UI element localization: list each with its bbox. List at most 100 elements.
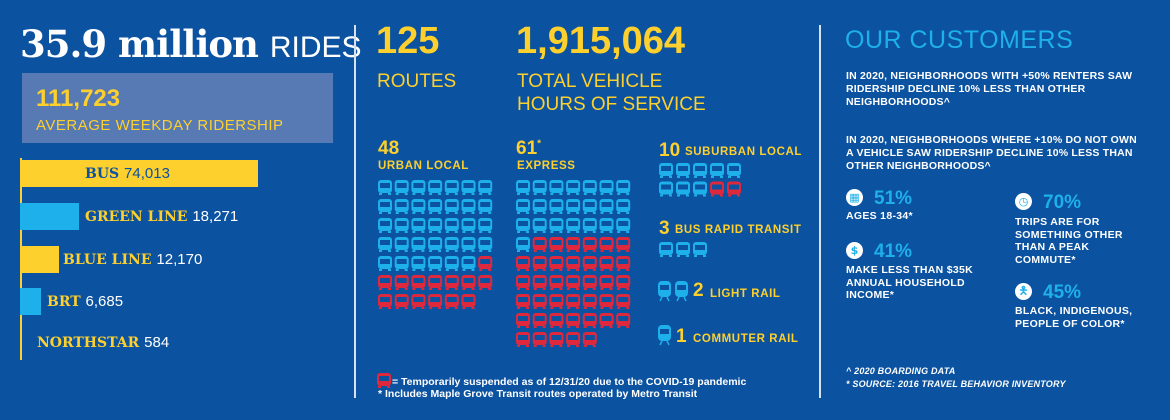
suspended-bus-icon bbox=[532, 313, 547, 328]
bus-icon bbox=[727, 163, 741, 178]
suspended-bus-icon bbox=[616, 256, 631, 271]
bus-icon bbox=[461, 180, 476, 195]
bar-label: BUS 74,013 bbox=[85, 165, 170, 182]
bus-icon bbox=[616, 199, 631, 214]
suspended-bus-icon bbox=[532, 256, 547, 271]
bar-mode-name: BRT bbox=[47, 294, 86, 310]
bus-icon bbox=[566, 180, 581, 195]
suspended-bus-icon bbox=[549, 256, 564, 271]
suburban-local-label: SUBURBAN LOCAL bbox=[685, 146, 803, 158]
bus-icon bbox=[461, 237, 476, 252]
bus-icon bbox=[444, 256, 459, 271]
source-note: * SOURCE: 2016 TRAVEL BEHAVIOR INVENTORY bbox=[846, 379, 1066, 389]
suspended-bus-icon bbox=[394, 294, 409, 309]
suspended-bus-icon bbox=[478, 275, 493, 290]
suspended-bus-icon bbox=[516, 294, 530, 309]
clock-icon: ◷ bbox=[1015, 193, 1032, 210]
bar-mode-name: NORTHSTAR bbox=[37, 335, 145, 351]
suspended-bus-icon bbox=[582, 332, 597, 347]
bus-icon bbox=[394, 256, 409, 271]
income-stat-pct: 41% bbox=[874, 241, 913, 262]
suspended-bus-icon bbox=[516, 275, 530, 290]
bus-icon bbox=[659, 181, 673, 197]
bus-icon bbox=[693, 181, 707, 197]
suspended-bus-icon bbox=[377, 373, 391, 388]
bus-icon bbox=[411, 256, 426, 271]
suspended-bus-icon bbox=[566, 313, 581, 328]
express-count: 61 bbox=[516, 138, 538, 159]
bar-label: GREEN LINE 18,271 bbox=[85, 208, 238, 225]
suspended-bus-icon bbox=[428, 294, 443, 309]
bus-icon bbox=[676, 181, 690, 197]
service-hours-value: 1,915,064 bbox=[516, 20, 686, 62]
suspended-bus-icon bbox=[599, 256, 614, 271]
bus-icon bbox=[710, 163, 724, 178]
total-rides-headline: 35.9 million RIDES bbox=[20, 22, 362, 66]
service-hours-label: TOTAL VEHICLE bbox=[517, 71, 663, 92]
routes-value: 125 bbox=[376, 20, 440, 62]
bus-icon bbox=[428, 256, 443, 271]
commuter-rail-count: 1 bbox=[676, 326, 687, 347]
bus-icon bbox=[394, 237, 409, 252]
suspended-bus-icon bbox=[616, 313, 631, 328]
divider-left bbox=[354, 25, 356, 398]
suspended-bus-icon bbox=[616, 294, 631, 309]
bus-icon bbox=[532, 199, 547, 214]
bus-icon bbox=[428, 199, 443, 214]
bus-icon bbox=[428, 180, 443, 195]
bus-icon bbox=[394, 199, 409, 214]
routes-label: ROUTES bbox=[377, 71, 457, 92]
express-asterisk: * bbox=[537, 138, 542, 150]
bar-label: BRT 6,685 bbox=[47, 293, 123, 310]
bus-icon bbox=[549, 218, 564, 233]
bus-icon bbox=[516, 237, 530, 252]
bus-icon bbox=[582, 199, 597, 214]
customers-renters-text: IN 2020, NEIGHBORHOODS WITH +50% RENTERS… bbox=[846, 70, 1133, 108]
bus-icon bbox=[659, 242, 673, 257]
bus-icon bbox=[532, 180, 547, 195]
bus-icon bbox=[659, 163, 673, 178]
bus-icon bbox=[378, 237, 392, 252]
service-hours-label-2: HOURS OF SERVICE bbox=[517, 94, 706, 115]
boarding-data-note: ^ 2020 BOARDING DATA bbox=[846, 366, 956, 376]
bus-icon bbox=[616, 218, 631, 233]
suspended-bus-icon bbox=[599, 237, 614, 252]
bus-icon bbox=[394, 218, 409, 233]
bar-blue-line bbox=[20, 246, 60, 273]
bus-icon bbox=[461, 218, 476, 233]
bus-icon bbox=[478, 199, 493, 214]
bus-icon bbox=[411, 218, 426, 233]
suspended-bus-icon bbox=[566, 294, 581, 309]
bus-icon bbox=[693, 242, 707, 257]
bipoc-stat-pct: 45% bbox=[1043, 282, 1082, 303]
suspended-bus-icon bbox=[599, 294, 614, 309]
bar-bus bbox=[20, 160, 258, 187]
bus-icon bbox=[549, 199, 564, 214]
bus-icon bbox=[676, 163, 690, 178]
bus-icon bbox=[582, 180, 597, 195]
suspended-bus-icon bbox=[516, 256, 530, 271]
suspended-bus-icon bbox=[411, 294, 426, 309]
suspended-bus-icon bbox=[616, 275, 631, 290]
suspended-bus-icon bbox=[582, 313, 597, 328]
weekday-ridership-label: AVERAGE WEEKDAY RIDERSHIP bbox=[36, 117, 284, 134]
suspended-bus-icon bbox=[549, 313, 564, 328]
bus-icon bbox=[428, 237, 443, 252]
bus-icon bbox=[599, 199, 614, 214]
total-rides-unit: RIDES bbox=[269, 31, 362, 64]
bus-icon bbox=[566, 199, 581, 214]
suspended-bus-icon bbox=[582, 294, 597, 309]
bar-value: 584 bbox=[144, 334, 170, 351]
light-rail-icon bbox=[658, 281, 671, 302]
bus-icon bbox=[378, 180, 392, 195]
bar-mode-name: GREEN LINE bbox=[85, 209, 193, 225]
bar-mode-name: BUS bbox=[85, 166, 125, 182]
suspended-bus-icon bbox=[478, 256, 493, 271]
suburban-local-count: 10 bbox=[659, 140, 681, 161]
suspended-bus-icon bbox=[532, 294, 547, 309]
bus-icon bbox=[444, 199, 459, 214]
suspended-bus-icon bbox=[582, 237, 597, 252]
bar-brt bbox=[20, 288, 42, 315]
bar-label: BLUE LINE 12,170 bbox=[63, 251, 202, 268]
